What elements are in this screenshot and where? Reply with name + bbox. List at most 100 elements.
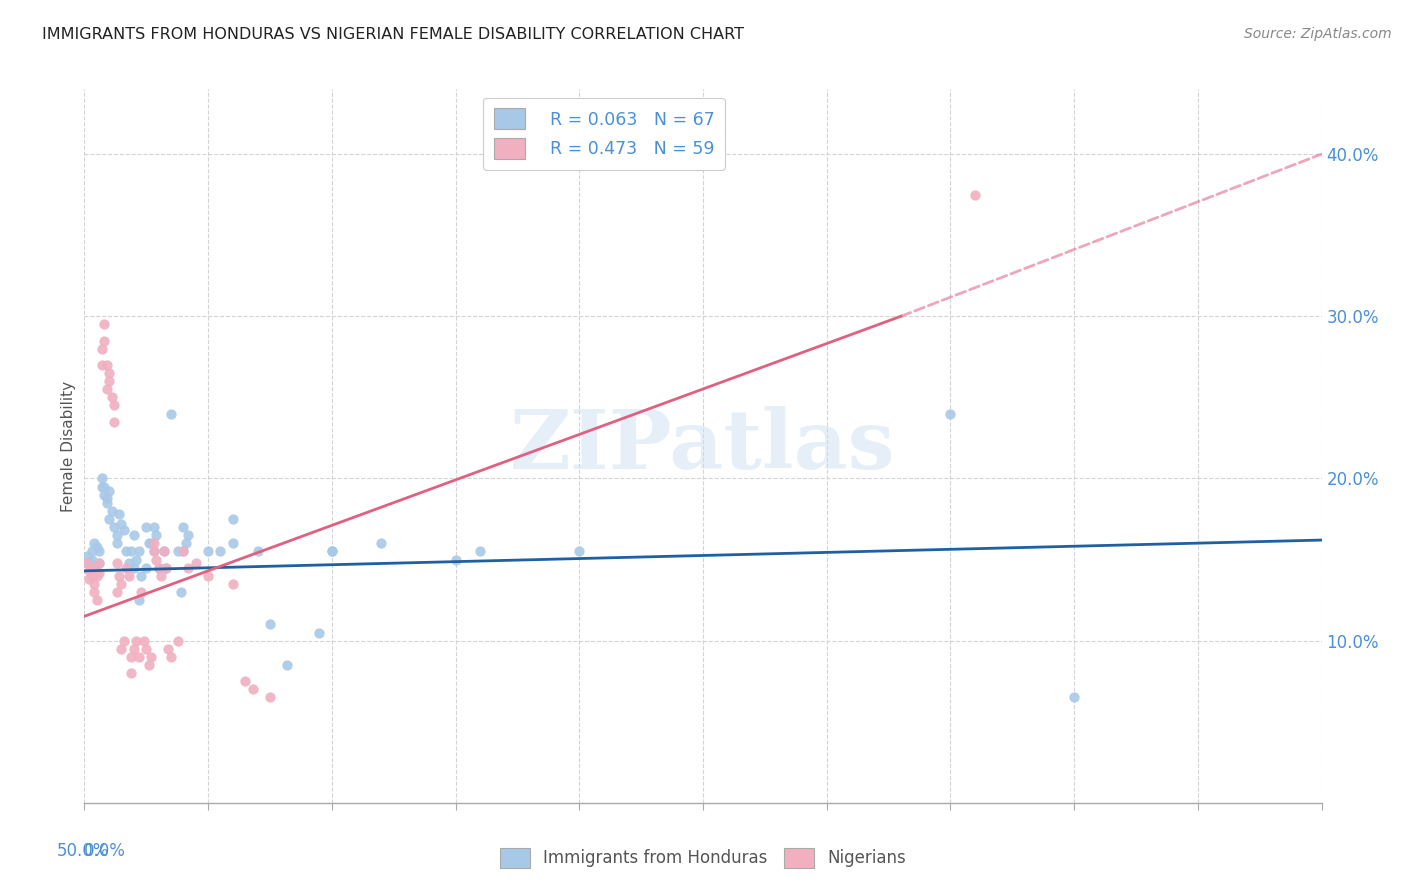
Point [160, 649, 183, 664]
Point [98, 374, 121, 388]
Point [152, 544, 174, 558]
Point [90, 471, 112, 485]
Point [965, 187, 987, 202]
Point [80, 560, 103, 574]
Point [259, 617, 281, 632]
Point [83, 585, 105, 599]
Point [80, 568, 103, 582]
Point [142, 544, 165, 558]
Point [96, 491, 118, 505]
Point [939, 407, 962, 421]
Point [108, 568, 131, 582]
Text: IMMIGRANTS FROM HONDURAS VS NIGERIAN FEMALE DISABILITY CORRELATION CHART: IMMIGRANTS FROM HONDURAS VS NIGERIAN FEM… [42, 27, 744, 42]
Point [209, 544, 232, 558]
Point [177, 560, 200, 574]
Point [308, 625, 330, 640]
Point [184, 556, 207, 570]
Point [145, 552, 167, 566]
Point [112, 524, 135, 538]
Point [122, 560, 145, 574]
Point [135, 641, 157, 656]
Point [222, 512, 245, 526]
Point [112, 633, 135, 648]
Point [125, 633, 148, 648]
Point [148, 560, 170, 574]
Point [89, 556, 111, 570]
Point [172, 544, 194, 558]
Point [79, 556, 101, 570]
Point [98, 484, 121, 499]
Point [155, 560, 177, 574]
Point [86, 564, 108, 578]
Point [197, 568, 219, 582]
Point [90, 479, 112, 493]
Text: 50.0%: 50.0% [56, 842, 110, 860]
Point [76, 549, 98, 564]
Point [122, 641, 145, 656]
Point [128, 593, 150, 607]
Point [96, 382, 118, 396]
Text: ZIPatlas: ZIPatlas [510, 406, 896, 486]
Point [222, 577, 245, 591]
Point [86, 568, 108, 582]
Point [242, 682, 264, 697]
Point [103, 520, 125, 534]
Point [135, 520, 157, 534]
Point [105, 536, 128, 550]
Point [142, 544, 165, 558]
Point [135, 560, 157, 574]
Point [83, 560, 105, 574]
Point [86, 540, 108, 554]
Point [170, 585, 193, 599]
Point [105, 556, 128, 570]
Point [1063, 690, 1085, 705]
Point [120, 649, 142, 664]
Point [90, 358, 112, 372]
Point [93, 318, 115, 332]
Point [105, 585, 128, 599]
Point [152, 544, 174, 558]
Point [167, 633, 190, 648]
Point [177, 528, 200, 542]
Point [197, 544, 219, 558]
Point [93, 334, 115, 348]
Point [129, 585, 152, 599]
Point [128, 544, 150, 558]
Point [370, 536, 392, 550]
Point [100, 504, 122, 518]
Point [132, 633, 155, 648]
Point [80, 544, 103, 558]
Point [321, 544, 343, 558]
Point [96, 496, 118, 510]
Point [89, 566, 111, 580]
Point [172, 520, 194, 534]
Text: Source: ZipAtlas.com: Source: ZipAtlas.com [1244, 27, 1392, 41]
Point [93, 479, 115, 493]
Point [79, 564, 101, 578]
Point [125, 552, 148, 566]
Point [108, 507, 131, 521]
Point [259, 690, 281, 705]
Point [142, 536, 165, 550]
Point [141, 649, 163, 664]
Point [157, 641, 180, 656]
Point [110, 641, 132, 656]
Point [160, 407, 183, 421]
Point [141, 536, 163, 550]
Point [129, 568, 152, 582]
Point [118, 568, 141, 582]
Point [138, 657, 160, 672]
Text: 0.0%: 0.0% [84, 842, 127, 860]
Point [233, 674, 256, 689]
Point [98, 366, 121, 380]
Point [276, 657, 298, 672]
Point [246, 544, 269, 558]
Point [83, 536, 105, 550]
Point [110, 577, 132, 591]
Point [155, 560, 177, 574]
Legend: Immigrants from Honduras, Nigerians: Immigrants from Honduras, Nigerians [494, 841, 912, 875]
Point [148, 560, 170, 574]
Point [83, 577, 105, 591]
Point [90, 342, 112, 356]
Point [100, 390, 122, 404]
